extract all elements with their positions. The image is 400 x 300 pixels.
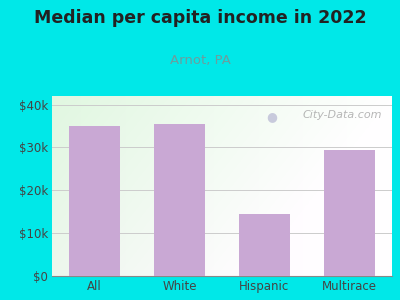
Bar [154,124,205,276]
Bar [239,214,290,276]
Text: ●: ● [266,110,277,123]
Bar [69,126,120,276]
Text: Median per capita income in 2022: Median per capita income in 2022 [34,9,366,27]
Text: Arnot, PA: Arnot, PA [170,54,230,67]
Text: City-Data.com: City-Data.com [302,110,382,120]
Bar [324,150,375,276]
